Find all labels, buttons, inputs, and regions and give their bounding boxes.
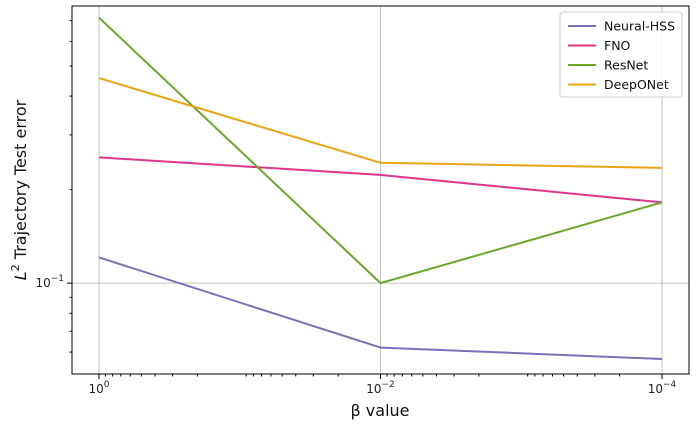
legend-label-neural-hss: Neural-HSS: [604, 19, 675, 34]
series-line-fno: [98, 156, 663, 204]
legend: Neural-HSS FNO ResNet DeepONet: [559, 11, 683, 98]
y-axis-label-exp: 2: [9, 264, 22, 271]
series-layer: [98, 16, 663, 360]
tick-layer: 100 10−2 10−4 10−1: [35, 20, 677, 396]
y-tick-label-0: 10−1: [35, 274, 64, 290]
x-tick-label-0: 100: [88, 380, 109, 396]
y-axis-label: L2 Trajectory Test error: [9, 99, 30, 280]
x-axis-label: β value: [351, 401, 410, 420]
series-line-deeponet: [98, 77, 663, 169]
legend-box: [559, 11, 683, 98]
x-tick-label-2: 10−4: [648, 380, 677, 396]
legend-label-deeponet: DeepONet: [604, 77, 669, 92]
y-axis-label-symbol: L: [11, 271, 30, 280]
legend-label-fno: FNO: [604, 38, 631, 53]
y-axis-label-rest: Trajectory Test error: [11, 99, 30, 264]
series-line-neural-hss: [98, 256, 663, 360]
legend-label-resnet: ResNet: [604, 58, 648, 73]
x-tick-label-1: 10−2: [366, 380, 395, 396]
